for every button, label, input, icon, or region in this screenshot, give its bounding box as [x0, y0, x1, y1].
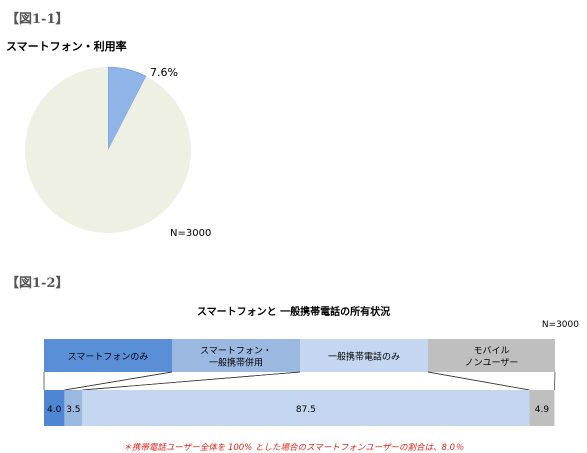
bar-chart-title: スマートフォンと 一般携帯電話の所有状況 [196, 307, 391, 318]
connector-line [554, 371, 556, 391]
category-header-box [44, 339, 172, 372]
connector-line [64, 371, 173, 391]
bar-segment [44, 390, 65, 426]
figure1-label: 【図1-1】 [6, 12, 69, 27]
bar-segment [82, 390, 530, 426]
bar-segment [64, 390, 83, 426]
category-header-label: モバイル [473, 346, 509, 357]
bar-segment-value: 3.5 [66, 405, 80, 415]
bar-n-label: N=3000 [541, 320, 579, 330]
pie-slice-other [24, 67, 191, 233]
category-header-label: 一般携帯併用 [209, 357, 263, 369]
category-header-box [300, 339, 428, 372]
pie-slice-smartphone [107, 66, 147, 151]
bar-segment-value: 4.9 [535, 405, 550, 415]
footnote: ＊携帯電話ユーザー全体を 100% とした場合のスマートフォンユーザーの割合は、… [123, 443, 464, 453]
bar-segment-value: 4.0 [47, 405, 62, 415]
category-header-label: ノンユーザー [465, 358, 519, 369]
category-header-label: 一般携帯電話のみ [328, 351, 400, 363]
bar-segment [529, 390, 555, 426]
bar-segment-value: 87.5 [296, 405, 316, 415]
pie-slice-label: 7.6% [150, 66, 178, 79]
category-header-box [172, 339, 300, 372]
category-header-label: スマートフォン・ [200, 347, 272, 357]
connector-line [82, 371, 301, 391]
category-header-box [428, 339, 555, 372]
pie-chart: 7.6% N=3000 [24, 66, 211, 239]
pie-chart-title: スマートフォン・利用率 [6, 40, 127, 53]
figure2-label: 【図1-2】 [6, 276, 69, 291]
category-header-label: スマートフォンのみ [68, 352, 149, 363]
pie-n-label: N=3000 [170, 228, 211, 239]
connector-line [427, 371, 530, 391]
